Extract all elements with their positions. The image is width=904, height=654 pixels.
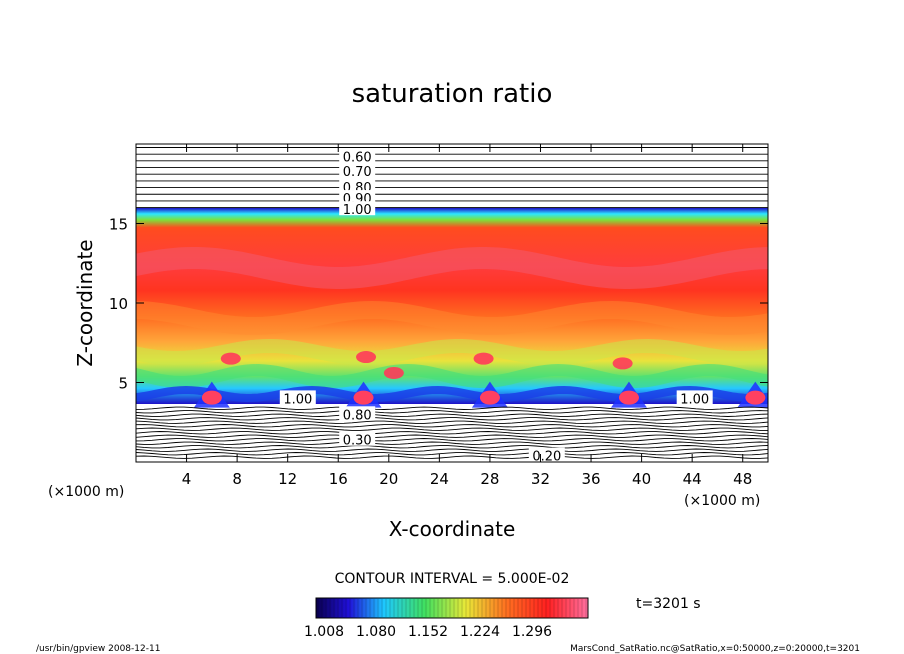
- spot-0: [220, 352, 241, 365]
- contour-labels: 0.600.700.800.901.001.00 1.000.800.300.20: [279, 148, 713, 465]
- contour-label-bg: [676, 390, 713, 405]
- contour-label: 0.80: [343, 408, 372, 423]
- y-tick-label: 10: [109, 295, 128, 313]
- y-axis: 5 10 15: [109, 216, 768, 393]
- x-tick-label: 28: [480, 470, 499, 488]
- colorbar-tick-labels: 1.008 1.080 1.152 1.224 1.296: [304, 624, 552, 640]
- contour-label-bg: [339, 178, 376, 193]
- x-axis: 4 8 12 16 20 24 28 32 36 40 44 48: [182, 144, 752, 488]
- x-tick-label: 12: [278, 470, 297, 488]
- contour-lines: [136, 147, 768, 459]
- contour-label: 0.60: [343, 151, 372, 166]
- contour-bottom: [136, 441, 768, 445]
- contour-bottom: [136, 452, 768, 456]
- x-tick-label: 20: [379, 470, 398, 488]
- x-unit-right: (×1000 m): [684, 493, 760, 509]
- footer-left: /usr/bin/gpview 2008-12-11: [36, 644, 160, 654]
- contour-bottom: [136, 438, 768, 442]
- contour-label-bg: [339, 201, 376, 216]
- y-tick-label: 15: [109, 216, 128, 234]
- cell-core-0: [201, 390, 222, 405]
- y-axis-label: Z-coordinate: [73, 239, 97, 366]
- chart-title: saturation ratio: [352, 79, 553, 109]
- contour-label: 0.20: [532, 450, 561, 465]
- spot-2: [383, 366, 404, 379]
- contour-label-bg: [339, 148, 376, 163]
- colorbar-tick-label: 1.296: [512, 624, 552, 640]
- contour-bottom: [136, 434, 768, 438]
- x-tick-label: 32: [531, 470, 550, 488]
- contour-label: 1.00: [343, 203, 372, 218]
- contour-bottom: [136, 448, 768, 452]
- x-tick-label: 4: [182, 470, 192, 488]
- contour-label: 0.70: [343, 165, 372, 180]
- x-tick-label: 8: [232, 470, 242, 488]
- contour-bottom: [136, 427, 768, 431]
- cell-core-3: [618, 390, 639, 405]
- colorbar-tick-label: 1.008: [304, 624, 344, 640]
- plot-area: 0.600.700.800.901.001.00 1.000.800.300.20: [136, 144, 768, 465]
- x-axis-label: X-coordinate: [389, 517, 516, 541]
- colorbar-tick-label: 1.224: [460, 624, 500, 640]
- contour-bottom: [136, 445, 768, 449]
- contour-label-bg: [339, 190, 376, 205]
- spot-4: [612, 357, 633, 370]
- contour-bottom: [136, 410, 768, 414]
- x-tick-label: 16: [329, 470, 348, 488]
- x-unit-left: (×1000 m): [48, 484, 124, 500]
- contour-bottom: [136, 424, 768, 428]
- spot-1: [356, 351, 377, 364]
- contour-bottom: [136, 455, 768, 459]
- x-tick-label: 44: [683, 470, 702, 488]
- contour-bottom: [136, 431, 768, 435]
- orange-band: [136, 300, 768, 336]
- contour-bottom: [136, 413, 768, 417]
- spot-3: [473, 352, 494, 365]
- time-label: t=3201 s: [636, 596, 701, 612]
- contour-label-bg: [279, 390, 316, 405]
- blue-band: [136, 385, 768, 403]
- green-band: [136, 363, 768, 389]
- contour-label-bg: [528, 447, 565, 462]
- contour-bottom: [136, 420, 768, 424]
- red-band: [136, 247, 768, 289]
- footer-right: MarsCond_SatRatio.nc@SatRatio,x=0:50000,…: [570, 644, 860, 654]
- x-tick-label: 36: [581, 470, 600, 488]
- contour-label: 0.30: [343, 434, 372, 449]
- colorbar-stripes: [317, 599, 587, 617]
- yellow-band: [136, 338, 768, 366]
- contour-label-bg: [339, 431, 376, 446]
- y-tick-label: 5: [118, 375, 128, 393]
- contour-bottom: [136, 417, 768, 421]
- cell-core-4: [745, 390, 766, 405]
- contour-interval: CONTOUR INTERVAL = 5.000E-02: [335, 571, 570, 587]
- x-tick-label: 40: [632, 470, 651, 488]
- x-tick-label: 48: [733, 470, 752, 488]
- cell-core-2: [479, 390, 500, 405]
- colorbar-tick-label: 1.152: [408, 624, 448, 640]
- contour-label: 1.00: [680, 392, 709, 407]
- colorbar-tick-label: 1.080: [356, 624, 396, 640]
- contour-label-bg: [339, 406, 376, 421]
- cell-core-1: [353, 390, 374, 405]
- saturation-features: [136, 247, 768, 408]
- contour-label: 1.00: [283, 392, 312, 407]
- contour-bottom: [136, 406, 768, 410]
- colorbar: [315, 597, 589, 619]
- x-tick-label: 24: [430, 470, 449, 488]
- contour-label-bg: [339, 163, 376, 178]
